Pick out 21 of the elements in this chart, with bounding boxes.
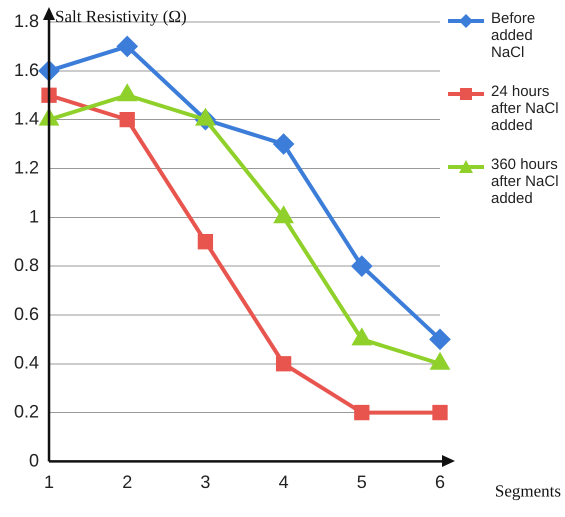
y-tick-label: 1.4 (14, 108, 40, 129)
x-tick-label: 2 (122, 472, 132, 492)
y-tick-label: 1.8 (14, 10, 40, 31)
x-tick-label: 3 (200, 472, 210, 492)
x-axis-title: Segments (494, 481, 561, 500)
y-tick-label: 1 (29, 206, 40, 226)
y-tick-label: 0.6 (14, 304, 40, 324)
legend-label: 24 hours after NaCl added (491, 83, 560, 134)
y-tick-label: 1.6 (14, 60, 40, 80)
y-tick-label: 0.4 (14, 352, 40, 373)
y-tick-label: 0 (29, 450, 40, 470)
y-tick-label: 1.2 (14, 157, 40, 178)
y-tick-label: 0.8 (14, 255, 40, 276)
x-tick-label: 6 (434, 472, 446, 492)
x-tick-label: 5 (356, 472, 367, 492)
x-tick-label: 4 (278, 472, 289, 492)
y-axis-title: Salt Resistivity (Ω) (55, 6, 187, 26)
legend-label: Before added NaCl (491, 10, 536, 61)
y-tick-label: 0.2 (14, 402, 40, 422)
legend-label: 360 hours after NaCl added (491, 156, 560, 207)
x-tick-label: 1 (44, 472, 54, 492)
